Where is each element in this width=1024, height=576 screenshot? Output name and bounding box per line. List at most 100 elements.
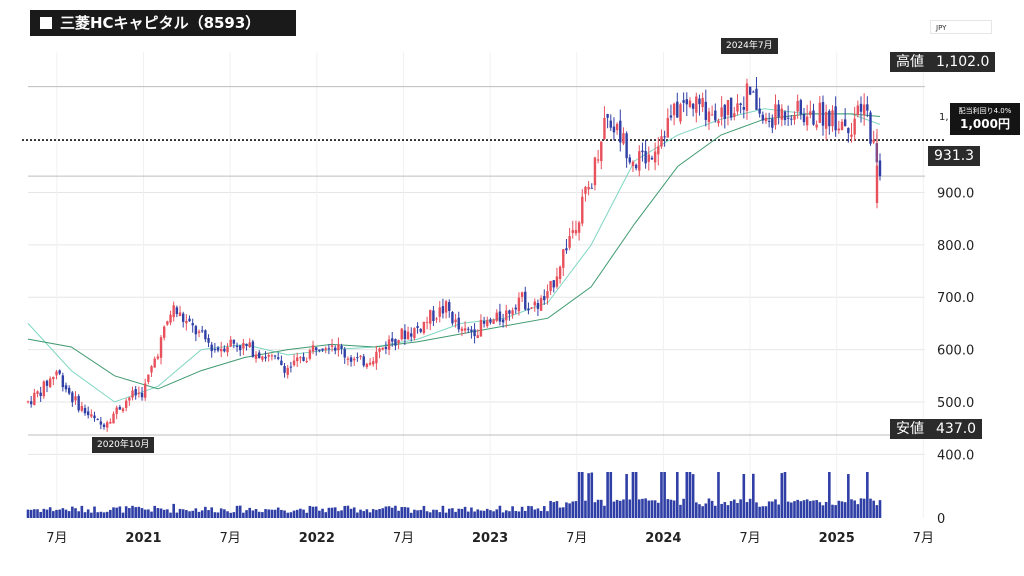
volume-bar: [74, 508, 77, 518]
volume-bar: [371, 509, 375, 518]
volume-bar: [752, 473, 755, 518]
volume-bar: [64, 509, 68, 518]
volume-bar: [77, 511, 80, 518]
volume-bar: [254, 508, 258, 518]
candle-body: [299, 357, 302, 359]
candle-body: [438, 307, 441, 317]
volume-bar: [675, 472, 679, 518]
candle-body: [283, 365, 286, 373]
volume-bar: [58, 509, 61, 518]
candle-body: [457, 317, 460, 330]
candle-body: [258, 352, 261, 359]
volume-bar: [143, 509, 147, 518]
volume-bar: [767, 501, 771, 518]
volume-bar: [577, 472, 581, 518]
volume-bar: [815, 500, 818, 518]
volume-bar: [159, 508, 163, 518]
volume-bar: [340, 510, 343, 518]
volume-bar: [264, 509, 267, 518]
x-tick-label: 7月: [393, 531, 414, 546]
candle-body: [790, 118, 793, 120]
x-tick-label: 7月: [739, 531, 760, 546]
candle-body: [232, 339, 236, 344]
volume-bar: [245, 510, 248, 518]
candle-body: [482, 320, 486, 324]
volume-bar: [422, 505, 426, 518]
candle-body: [704, 101, 707, 120]
volume-bar: [131, 505, 134, 518]
volume-bar: [463, 506, 467, 518]
volume-bar: [663, 472, 666, 518]
candle-body: [486, 320, 489, 327]
volume-bar: [517, 511, 521, 518]
volume-bar: [406, 507, 410, 518]
candle-body: [470, 329, 473, 332]
candle-body: [353, 358, 356, 361]
volume-bar: [714, 505, 717, 518]
volume-bar: [251, 510, 255, 518]
volume-bar: [276, 507, 280, 518]
candle-body: [191, 323, 194, 326]
volume-bar: [112, 507, 115, 518]
volume-bar: [533, 509, 537, 518]
candle-body: [726, 100, 730, 115]
candle-body: [324, 348, 327, 350]
candle-body: [707, 111, 711, 123]
volume-bar: [843, 502, 847, 518]
candle-body: [663, 136, 666, 138]
candle-body: [26, 401, 30, 403]
candle-body: [112, 413, 115, 424]
volume-bar: [39, 511, 42, 518]
candle-body: [286, 367, 289, 375]
volume-bar: [492, 511, 495, 518]
high-value: 1,102.0: [930, 52, 996, 72]
volume-bar: [42, 508, 46, 518]
volume-bar: [216, 512, 220, 518]
volume-bar: [428, 512, 432, 518]
volume-bar: [137, 506, 141, 518]
volume-bar: [432, 509, 435, 518]
volume-bar: [223, 509, 226, 518]
candle-body: [695, 96, 698, 113]
candle-body: [783, 111, 787, 121]
candle-body: [419, 329, 422, 332]
volume-bar: [590, 472, 594, 518]
volume-bar: [105, 511, 109, 518]
volume-bar: [530, 506, 533, 518]
volume-bar: [758, 506, 761, 518]
volume-bar: [425, 511, 429, 518]
candle-body: [714, 110, 717, 121]
volume-bar: [447, 508, 451, 518]
volume-bar: [45, 509, 49, 518]
volume-bar: [90, 512, 93, 518]
volume-bar: [612, 501, 616, 518]
volume-bar: [330, 507, 334, 518]
volume-bar: [511, 506, 514, 518]
volume-bar: [194, 508, 198, 518]
volume-bar: [656, 502, 660, 518]
candle-body: [853, 118, 856, 135]
volume-bar: [36, 509, 39, 518]
volume-bar: [764, 506, 768, 518]
volume-bar: [875, 505, 879, 518]
x-tick-label: 2023: [472, 531, 508, 546]
volume-bar: [824, 501, 828, 518]
candle-body: [568, 236, 571, 248]
x-tick-label: 2021: [125, 531, 161, 546]
volume-bar: [368, 512, 372, 518]
candle-body: [372, 361, 375, 365]
volume-bar: [261, 512, 264, 518]
candle-body: [359, 355, 362, 357]
volume-bar: [536, 508, 540, 518]
candle-body: [55, 371, 58, 376]
volume-bar: [232, 512, 236, 518]
candle-body: [524, 291, 527, 310]
candle-body: [872, 139, 875, 143]
volume-bar: [118, 506, 122, 518]
volume-bar: [625, 474, 628, 518]
candle-body: [201, 330, 204, 332]
volume-bar: [618, 500, 622, 518]
volume-bar: [292, 510, 296, 518]
volume-bar: [308, 505, 312, 518]
volume-bar: [552, 502, 556, 518]
